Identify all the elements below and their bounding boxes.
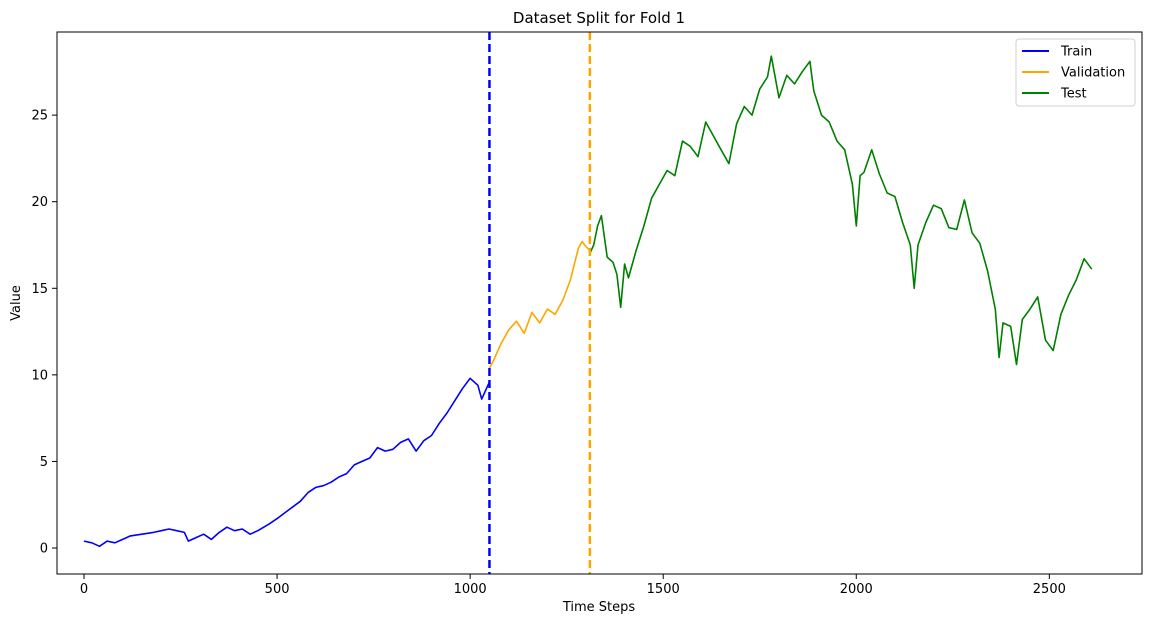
- axes-frame: [56, 31, 1143, 575]
- legend-label-train: Train: [1060, 45, 1092, 60]
- legend-label-test: Test: [1060, 87, 1087, 102]
- x-tick-label: 0: [80, 582, 88, 597]
- y-tick-label: 10: [31, 368, 48, 383]
- x-axis-label: Time Steps: [562, 600, 636, 615]
- x-tick-label: 1000: [454, 582, 487, 597]
- x-tick-label: 2500: [1033, 582, 1066, 597]
- y-tick-label: 0: [40, 542, 48, 557]
- y-tick-label: 20: [31, 195, 48, 210]
- series-line-test: [589, 55, 1093, 366]
- plot-area: 0 500 1000 1500 2000 2500 0 5 10 15 20 25 Train Valid…: [31, 31, 1143, 597]
- legend-box: [1015, 38, 1136, 107]
- x-tick-label: 500: [265, 582, 290, 597]
- x-tick-label: 2000: [840, 582, 873, 597]
- chart-title: Dataset Split for Fold 1: [513, 9, 685, 27]
- y-axis-label: Value: [9, 285, 24, 321]
- series-line-train: [83, 377, 491, 548]
- legend-label-validation: Validation: [1061, 66, 1125, 81]
- x-tick-label: 1500: [647, 582, 680, 597]
- y-tick-label: 25: [31, 109, 48, 124]
- y-tick-label: 5: [40, 455, 48, 470]
- series-line-validation: [488, 240, 591, 369]
- y-tick-label: 15: [31, 282, 48, 297]
